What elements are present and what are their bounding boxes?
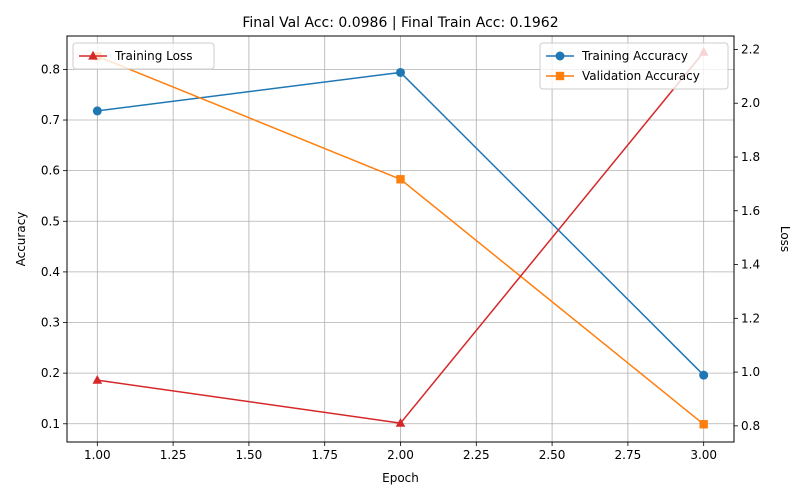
chart-title: Final Val Acc: 0.0986 | Final Train Acc:… <box>242 15 558 31</box>
y2-tick-label: 1.4 <box>741 258 760 272</box>
y-axis-label: Accuracy <box>14 212 28 267</box>
training-loss-legend-marker <box>88 50 98 60</box>
x-tick-label: 2.25 <box>463 448 490 462</box>
x-tick-label: 2.75 <box>615 448 642 462</box>
y-tick-label: 0.8 <box>41 62 60 76</box>
legend-accuracy: Training Accuracy Validation Accuracy <box>539 42 729 90</box>
y-tick-label: 0.7 <box>41 113 60 127</box>
legend-box <box>72 42 215 70</box>
y2-tick-label: 2.0 <box>741 96 760 110</box>
y-tick-label: 0.3 <box>41 316 60 330</box>
y-tick-label: 0.6 <box>41 164 60 178</box>
y2-axis-label: Loss <box>778 226 792 252</box>
training-loss-point <box>395 417 406 427</box>
training-loss-point <box>92 374 103 384</box>
grid <box>67 36 734 442</box>
y-tick-label: 0.5 <box>41 214 60 228</box>
legend-loss: Training Loss <box>72 42 215 70</box>
training-accuracy-legend-marker <box>555 51 565 61</box>
validation-accuracy-legend-marker <box>555 71 565 81</box>
y-tick-label: 0.4 <box>41 265 60 279</box>
x-tick-label: 1.25 <box>160 448 187 462</box>
y2-tick-label: 1.0 <box>741 365 760 379</box>
y-axis-ticks: 0.1 0.2 0.3 0.4 0.5 0.6 0.7 0.8 <box>41 62 67 431</box>
x-axis-ticks: 1.00 1.25 1.50 1.75 2.00 2.25 2.50 2.75 3.00 <box>84 442 717 462</box>
x-tick-label: 1.75 <box>311 448 338 462</box>
y2-tick-label: 0.8 <box>741 419 760 433</box>
y2-tick-label: 1.2 <box>741 311 760 325</box>
y2-axis-ticks: 0.8 1.0 1.2 1.4 1.6 1.8 2.0 2.2 <box>734 42 760 433</box>
legend-label: Training Loss <box>114 49 192 63</box>
legend-label: Training Accuracy <box>581 49 688 63</box>
x-tick-label: 1.50 <box>236 448 263 462</box>
y2-tick-label: 1.8 <box>741 150 760 164</box>
y2-tick-label: 1.6 <box>741 204 760 218</box>
validation-accuracy-point <box>396 175 405 184</box>
training-accuracy-point <box>699 370 709 380</box>
y2-tick-label: 2.2 <box>741 42 760 56</box>
validation-accuracy-point <box>699 420 708 429</box>
x-tick-label: 2.00 <box>387 448 414 462</box>
legend-box <box>539 42 729 90</box>
legend-label: Validation Accuracy <box>582 69 700 83</box>
x-axis-label: Epoch <box>382 471 419 485</box>
series-layer <box>92 46 709 429</box>
x-tick-label: 2.50 <box>539 448 566 462</box>
x-tick-label: 3.00 <box>690 448 717 462</box>
y-tick-label: 0.1 <box>41 417 60 431</box>
training-accuracy-point <box>92 106 102 116</box>
y-tick-label: 0.2 <box>41 366 60 380</box>
x-tick-label: 1.00 <box>84 448 111 462</box>
training-accuracy-point <box>396 67 405 77</box>
